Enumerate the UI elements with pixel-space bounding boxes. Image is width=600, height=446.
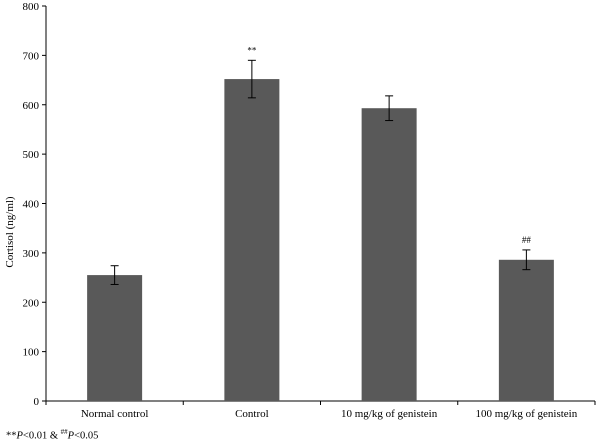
y-axis: 0 100 200 300 400 500 600 700 800 [23,1,47,408]
footnote-marker-2: ## [60,428,68,436]
footnote-threshold-2: <0.05 [74,430,99,442]
footnote-p-2: P [67,430,75,442]
y-tick-label: 400 [23,199,40,211]
bar [498,259,554,401]
x-category-label: Normal control [81,408,149,420]
y-tick-label: 200 [23,297,40,309]
significance-marker: ** [247,45,257,55]
y-tick-label: 0 [34,396,40,408]
bar [361,108,417,402]
bars: ** ## [87,45,554,402]
bar [224,79,280,401]
y-tick-label: 100 [23,347,40,359]
x-axis: Normal control Control 10 mg/kg of geniste… [45,400,596,420]
x-category-label: 10 mg/kg of genistein [341,408,438,420]
footnote-threshold-1: <0.01 & [22,430,61,442]
y-tick-label: 600 [23,100,40,112]
footnote-marker-1: ** [6,430,17,442]
y-tick-label: 800 [23,1,40,13]
bar [87,275,143,401]
significance-footnote: **P<0.01 & ##P<0.05 [6,428,98,442]
footnote-p-1: P [16,430,23,442]
y-axis-title: Cortisol (ng/ml) [4,196,16,268]
y-tick-label: 700 [23,50,40,62]
y-tick-label: 300 [23,248,40,260]
significance-marker: ## [522,235,532,245]
x-category-label: 100 mg/kg of genistein [476,408,578,420]
y-tick-label: 500 [23,149,40,161]
x-category-label: Control [235,408,269,420]
